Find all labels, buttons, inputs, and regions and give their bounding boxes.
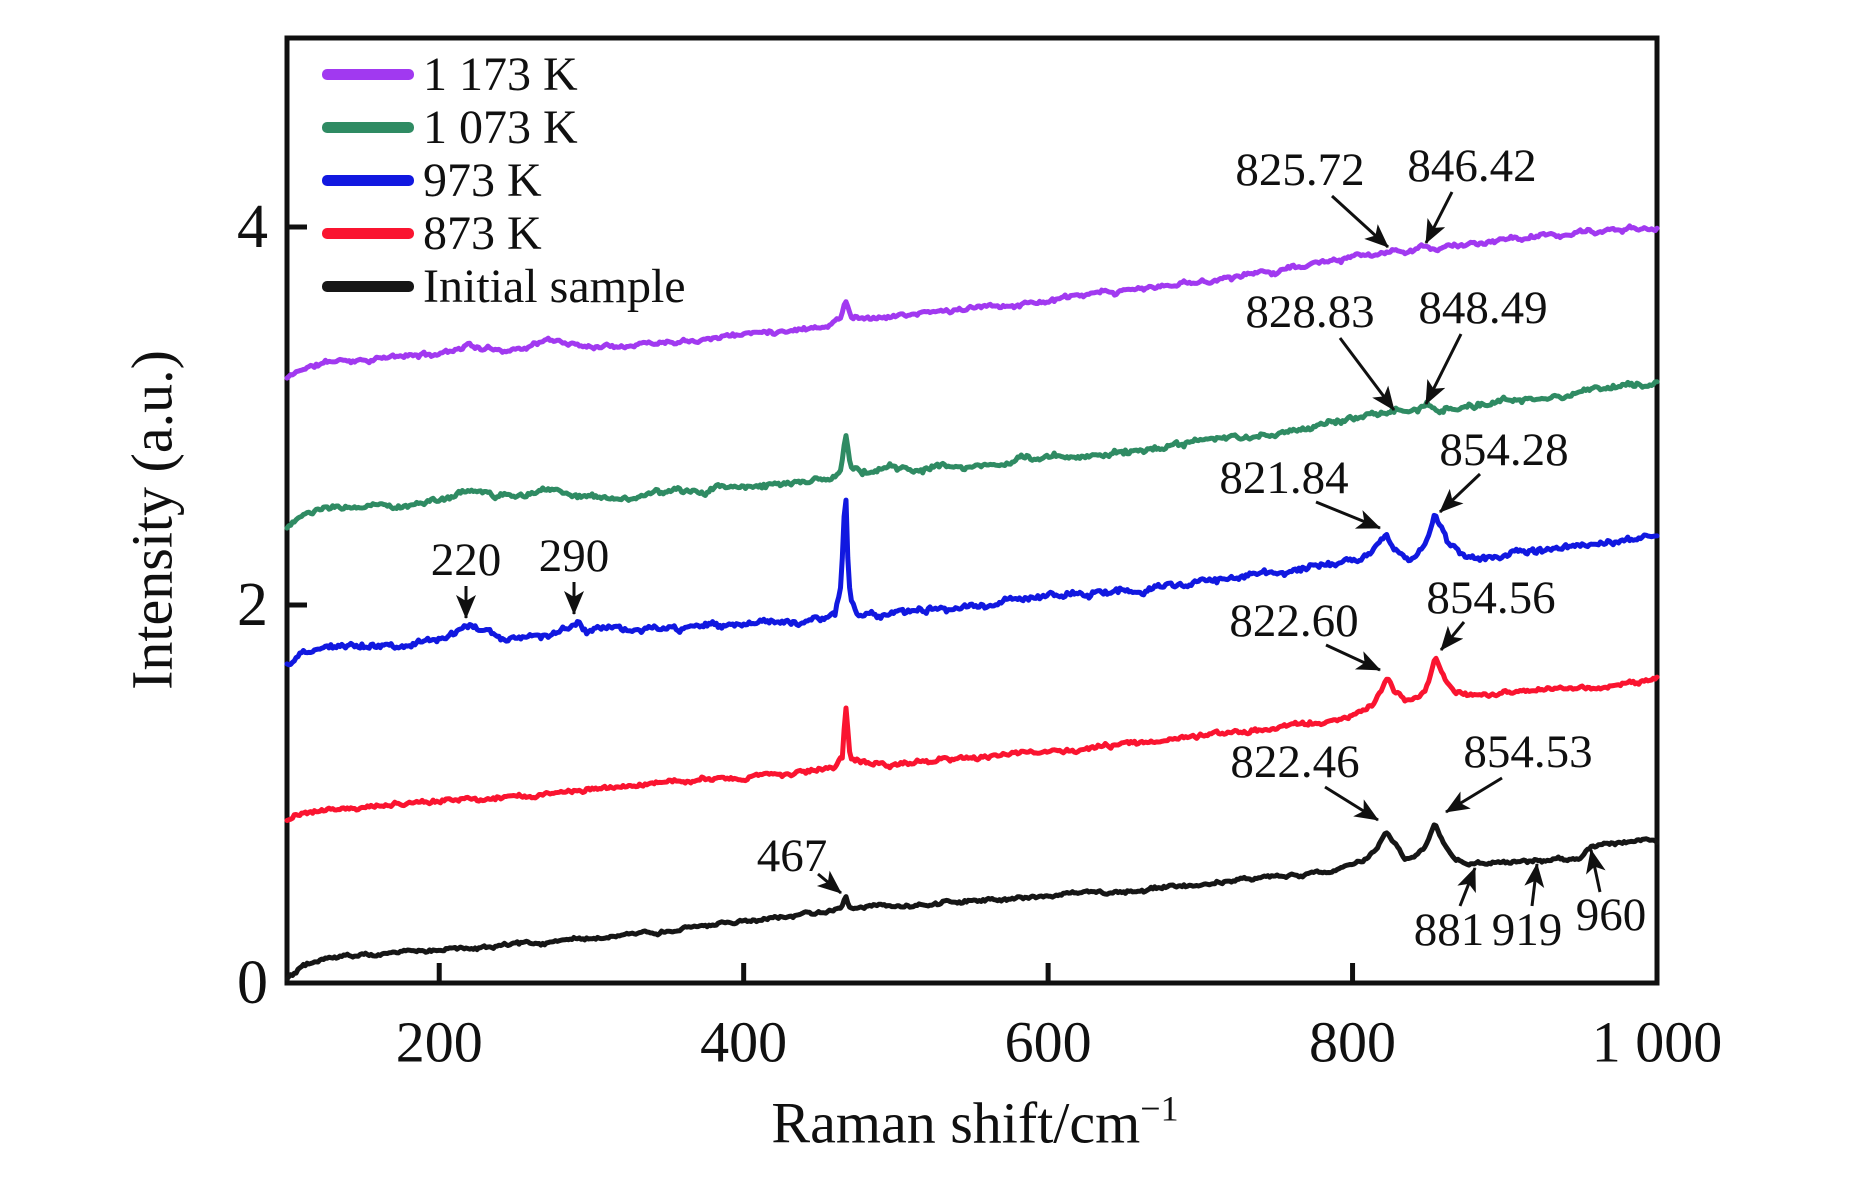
peak-label-854_56: 854.56 [1426,572,1555,624]
legend-label-initial-sample: Initial sample [423,259,686,313]
legend-item-1173k: 1 173 K [322,48,686,101]
annotation-arrow-846_42 [1424,191,1454,244]
peak-label-960: 960 [1576,889,1647,941]
x-tick-label-600: 600 [1005,1010,1092,1075]
peak-label-881: 881 [1414,904,1485,956]
annotation-arrow-822_60 [1325,643,1381,672]
annotation-arrow-825_72 [1330,194,1390,249]
annotation-arrow-854_56 [1439,621,1466,651]
x-axis-title-text: Raman shift/cm [771,1090,1141,1156]
annotation-arrow-854_53 [1445,776,1503,814]
legend-label-873k: 873 K [423,206,542,260]
y-tick-label-0: 0 [237,949,268,1017]
x-tick-label-1000: 1 000 [1592,1010,1723,1075]
peak-label-828_83: 828.83 [1245,286,1374,338]
spectrum-1-173-k [284,223,1660,381]
peak-label-848_49: 848.49 [1418,282,1547,334]
peak-label-854_28: 854.28 [1439,424,1568,476]
x-tick-label-800: 800 [1309,1010,1396,1075]
legend-swatch-973k [322,175,414,186]
legend-swatch-873k [322,228,414,239]
x-axis-title-superscript: −1 [1140,1088,1179,1129]
x-axis-title: Raman shift/cm−1 [771,1088,1178,1157]
legend-item-973k: 973 K [322,154,686,207]
spectrum-1-073-k [284,379,1660,531]
x-tick-label-400: 400 [700,1010,787,1075]
annotation-arrow-467 [816,870,842,895]
y-tick-label-4: 4 [237,193,268,261]
annotation-arrow-822_46 [1324,785,1379,822]
annotation-arrow-960 [1586,849,1606,893]
y-axis-title: Intensity (a.u.) [119,350,185,690]
peak-label-825_72: 825.72 [1235,144,1364,196]
y-tick-label-2: 2 [237,571,268,639]
peak-label-822_60: 822.60 [1229,595,1358,647]
peak-label-467: 467 [757,830,828,882]
legend-label-1073k: 1 073 K [423,100,578,154]
annotation-arrow-854_28 [1438,472,1482,514]
legend-swatch-initial-sample [322,281,414,292]
spectrum-initial-sample [284,822,1660,982]
annotation-arrow-828_83 [1338,337,1396,411]
legend: 1 173 K 1 073 K 973 K 873 K Initial samp… [322,48,686,313]
x-tick-label-200: 200 [396,1010,483,1075]
plot-border [284,35,1660,986]
peak-label-821_84: 821.84 [1219,452,1348,504]
legend-item-873k: 873 K [322,207,686,260]
legend-label-1173k: 1 173 K [423,47,578,101]
annotation-arrow-919 [1524,863,1545,907]
legend-item-1073k: 1 073 K [322,101,686,154]
spectrum-873-k [284,655,1660,823]
peak-label-290: 290 [539,530,610,582]
annotation-arrow-881 [1457,867,1477,907]
peak-label-822_46: 822.46 [1230,736,1359,788]
annotation-arrow-848_49 [1424,333,1463,405]
legend-item-initial-sample: Initial sample [322,260,686,313]
spectrum-973-k [284,497,1660,668]
peak-label-854_53: 854.53 [1463,726,1592,778]
peak-label-220: 220 [431,534,502,586]
legend-swatch-1073k [322,122,414,133]
legend-swatch-1173k [322,69,414,80]
peak-label-919: 919 [1492,904,1563,956]
peak-label-846_42: 846.42 [1407,140,1536,192]
legend-label-973k: 973 K [423,153,542,207]
annotation-arrow-821_84 [1315,500,1381,530]
